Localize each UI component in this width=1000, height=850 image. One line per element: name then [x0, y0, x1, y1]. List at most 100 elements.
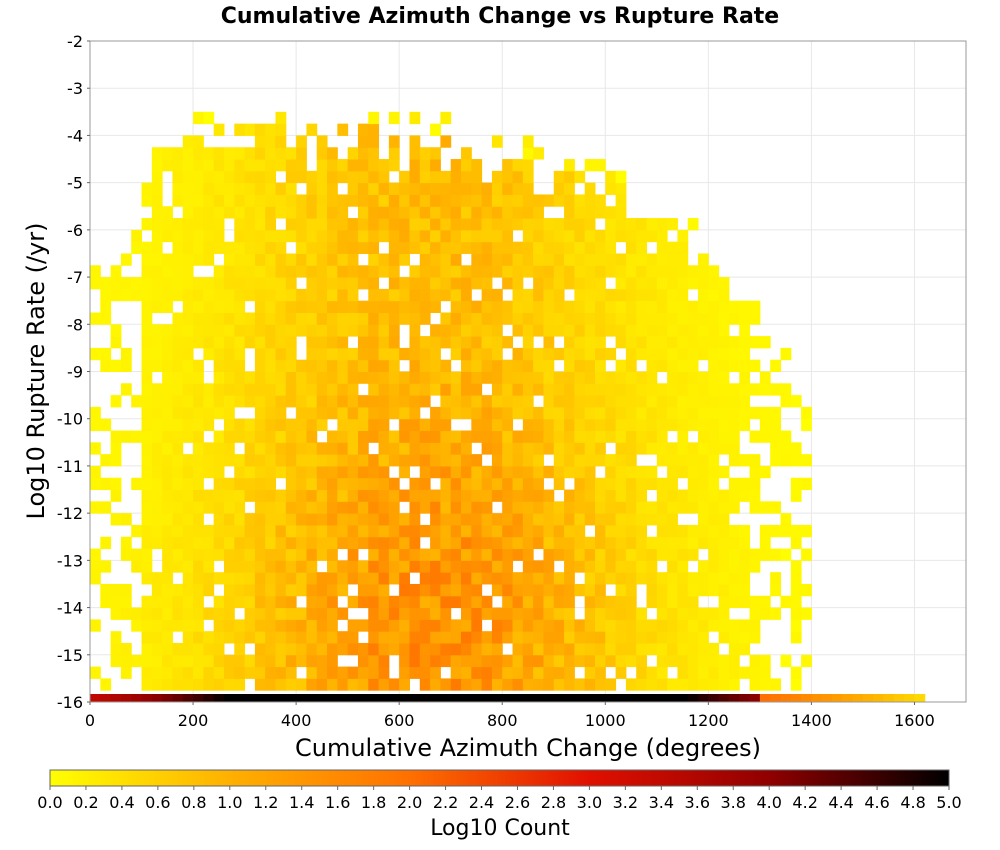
heatmap-cell: [533, 524, 544, 538]
heatmap-cell: [471, 548, 483, 561]
heatmap-cell: [574, 654, 586, 668]
heatmap-cell: [605, 454, 617, 467]
heatmap-cell: [337, 206, 349, 219]
heatmap-cell: [656, 536, 668, 550]
colorbar-tick-label: 3.2: [613, 793, 638, 812]
heatmap-cell: [770, 548, 781, 561]
heatmap-cell: [584, 288, 596, 302]
heatmap-cell: [430, 383, 441, 396]
heatmap-cell: [151, 406, 163, 420]
heatmap-cell: [347, 371, 359, 384]
heatmap-cell: [440, 395, 452, 408]
heatmap-cell-bottom-row: [759, 694, 771, 702]
heatmap-cell: [337, 300, 349, 313]
heatmap-cell: [522, 631, 534, 644]
heatmap-cell: [244, 572, 256, 585]
heatmap-cell: [801, 607, 812, 620]
heatmap-cell: [564, 513, 575, 526]
heatmap-cell: [172, 501, 184, 514]
heatmap-cell: [698, 583, 709, 597]
heatmap-cell: [512, 265, 524, 278]
heatmap-cell: [698, 607, 709, 620]
heatmap-cell: [90, 442, 101, 455]
heatmap-cell: [450, 277, 462, 290]
heatmap-cell: [213, 241, 225, 254]
heatmap-cell: [90, 465, 101, 479]
heatmap-cell: [193, 395, 204, 408]
heatmap-cell: [574, 336, 586, 349]
heatmap-cell: [182, 395, 194, 408]
heatmap-cell: [491, 631, 503, 644]
heatmap-cell: [471, 654, 483, 668]
heatmap-cell: [667, 383, 678, 396]
heatmap-cell: [491, 666, 503, 679]
heatmap-cell: [419, 170, 431, 184]
heatmap-cell: [419, 395, 431, 408]
heatmap-cell: [615, 454, 627, 467]
heatmap-cell: [625, 406, 637, 420]
heatmap-cell: [285, 678, 297, 691]
heatmap-cell: [285, 607, 297, 620]
heatmap-cell: [780, 395, 792, 408]
heatmap-cell: [409, 383, 421, 396]
heatmap-cell: [172, 607, 184, 620]
colorbar-tick-label: 2.2: [433, 793, 458, 812]
heatmap-cell: [594, 678, 606, 691]
heatmap-cell: [718, 560, 730, 573]
heatmap-cell: [553, 642, 565, 656]
heatmap-cell: [388, 218, 400, 231]
heatmap-cell: [430, 253, 441, 266]
heatmap-cell: [357, 123, 369, 136]
heatmap-cell: [316, 477, 328, 491]
heatmap-cell: [203, 111, 215, 125]
heatmap-cell: [440, 206, 452, 219]
heatmap-cell: [625, 583, 637, 597]
heatmap-cell: [739, 336, 751, 349]
heatmap-cell: [275, 277, 287, 290]
heatmap-cell: [327, 406, 338, 420]
heatmap-cell: [471, 395, 483, 408]
heatmap-cell: [399, 182, 410, 195]
heatmap-cell: [430, 218, 441, 231]
heatmap-cell: [306, 524, 318, 538]
heatmap-cell: [265, 147, 277, 160]
heatmap-cell: [677, 678, 689, 691]
heatmap-cell: [151, 182, 163, 195]
heatmap-cell: [203, 548, 215, 561]
colorbar-tick-label: 3.8: [721, 793, 746, 812]
heatmap-cell: [296, 194, 307, 207]
heatmap-cell-bottom-row: [316, 694, 328, 702]
heatmap-cell: [306, 300, 318, 313]
heatmap-cell: [151, 277, 163, 290]
heatmap-cell: [244, 513, 256, 526]
heatmap-cell: [430, 583, 441, 597]
heatmap-cell: [656, 312, 668, 325]
heatmap-cell: [409, 395, 421, 408]
heatmap-cell: [512, 442, 524, 455]
heatmap-cell: [223, 572, 235, 585]
heatmap-cell: [564, 572, 575, 585]
heatmap-cell: [234, 572, 246, 585]
heatmap-cell: [708, 572, 720, 585]
heatmap-cell: [162, 678, 173, 691]
heatmap-cell: [265, 607, 277, 620]
heatmap-cell: [574, 678, 586, 691]
heatmap-cell: [430, 347, 441, 361]
heatmap-cell: [481, 536, 493, 550]
heatmap-cell: [327, 218, 338, 231]
heatmap-cell: [193, 324, 204, 337]
heatmap-cell: [223, 159, 235, 172]
heatmap-cell: [347, 218, 359, 231]
heatmap-cell: [296, 241, 307, 254]
heatmap-cell-bottom-row: [862, 694, 874, 702]
heatmap-cell: [790, 607, 802, 620]
heatmap-cell: [223, 371, 235, 384]
heatmap-cell: [667, 477, 678, 491]
heatmap-cell: [419, 336, 431, 349]
heatmap-cell: [584, 642, 596, 656]
heatmap-cell: [254, 324, 266, 337]
heatmap-cell: [419, 312, 431, 325]
heatmap-cell: [502, 477, 514, 491]
heatmap-cell: [471, 678, 483, 691]
heatmap-cell: [656, 454, 668, 467]
